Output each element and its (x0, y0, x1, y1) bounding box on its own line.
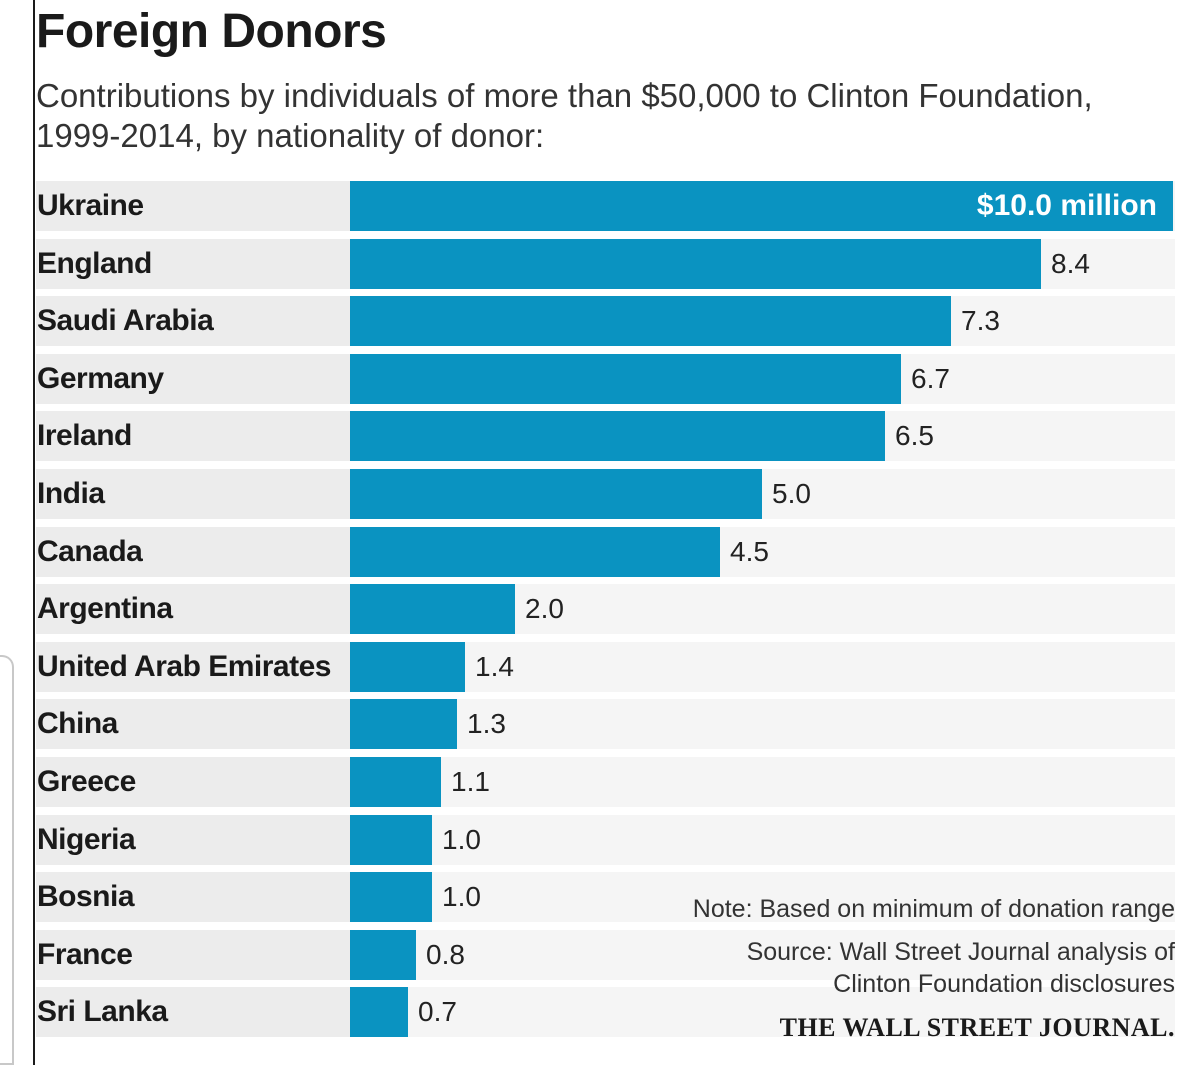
category-label: Germany (36, 353, 352, 404)
value-label: 2.0 (525, 593, 564, 625)
source-line-1: Source: Wall Street Journal analysis of (746, 938, 1175, 966)
chart-title: Foreign Donors (36, 5, 387, 58)
bar-row: Nigeria 1.0 (36, 814, 1175, 865)
value-label: 0.7 (418, 996, 457, 1028)
wsj-logo: THE WALL STREET JOURNAL. (779, 1013, 1175, 1042)
category-label: Bosnia (36, 872, 352, 923)
bar-row: Sri Lanka 0.7 (36, 987, 1175, 1038)
category-label: Canada (36, 526, 352, 577)
bar (350, 296, 951, 347)
bar (350, 469, 762, 519)
bar (350, 872, 432, 923)
bar-row: Ukraine $10.0 million (36, 181, 1175, 231)
bar-row: China 1.3 (36, 699, 1175, 750)
source-line-2: Clinton Foundation disclosures (833, 970, 1175, 998)
bar (350, 411, 885, 462)
bar (350, 641, 465, 692)
bar-track (352, 814, 1175, 865)
value-label: 4.5 (730, 535, 769, 567)
chart-note: Note: Based on minimum of donation range (692, 895, 1175, 923)
category-label: Sri Lanka (36, 987, 352, 1038)
bar-row: Germany 6.7 (36, 353, 1175, 404)
value-label: 5.0 (772, 478, 811, 509)
value-label: 8.4 (1051, 247, 1090, 279)
category-label: Ukraine (36, 181, 352, 231)
chart-subtitle: Contributions by individuals of more tha… (36, 77, 1093, 154)
bar (350, 814, 432, 865)
value-label: 1.1 (451, 766, 490, 797)
bar-track (352, 929, 1175, 980)
bar-track (352, 641, 1175, 692)
bar-row: Greece 1.1 (36, 757, 1175, 807)
value-label: 0.8 (426, 938, 465, 970)
bar (350, 181, 1173, 231)
bar-track (352, 757, 1175, 807)
bar-row: India 5.0 (36, 469, 1175, 519)
bar-row: Bosnia 1.0 (36, 872, 1175, 923)
value-label: 7.3 (961, 305, 1000, 337)
edge-artifact (0, 655, 14, 1065)
bar-row: England 8.4 (36, 238, 1175, 289)
bar-row: Argentina 2.0 (36, 584, 1175, 635)
bar (350, 929, 416, 980)
category-label: Argentina (36, 584, 352, 635)
bar (350, 699, 457, 750)
bar-track (352, 987, 1175, 1038)
category-label: England (36, 238, 352, 289)
bar-row: United Arab Emirates 1.4 (36, 641, 1175, 692)
bar (350, 757, 441, 807)
value-label: 1.4 (475, 650, 514, 682)
bar-track (352, 872, 1175, 923)
category-label: China (36, 699, 352, 750)
value-label: 6.7 (911, 362, 950, 394)
bar-row: Ireland 6.5 (36, 411, 1175, 462)
category-label: Ireland (36, 411, 352, 462)
value-label: 1.0 (442, 823, 481, 855)
bar-track (352, 699, 1175, 750)
value-label: 6.5 (895, 420, 934, 452)
value-label: 1.0 (442, 881, 481, 913)
left-rule (33, 0, 35, 1065)
bar (350, 526, 720, 577)
value-label: $10.0 million (976, 189, 1157, 222)
category-label: Saudi Arabia (36, 296, 352, 347)
bar-row: Canada 4.5 (36, 526, 1175, 577)
category-label: Greece (36, 757, 352, 807)
category-label: France (36, 929, 352, 980)
category-label: India (36, 469, 352, 519)
value-label: 1.3 (467, 708, 506, 740)
bar-row: Saudi Arabia 7.3 (36, 296, 1175, 347)
category-label: Nigeria (36, 814, 352, 865)
bar (350, 987, 408, 1038)
bar (350, 353, 901, 404)
bar (350, 238, 1041, 289)
bar-row: France 0.8 (36, 929, 1175, 980)
bar (350, 584, 515, 635)
category-label: United Arab Emirates (36, 641, 352, 692)
